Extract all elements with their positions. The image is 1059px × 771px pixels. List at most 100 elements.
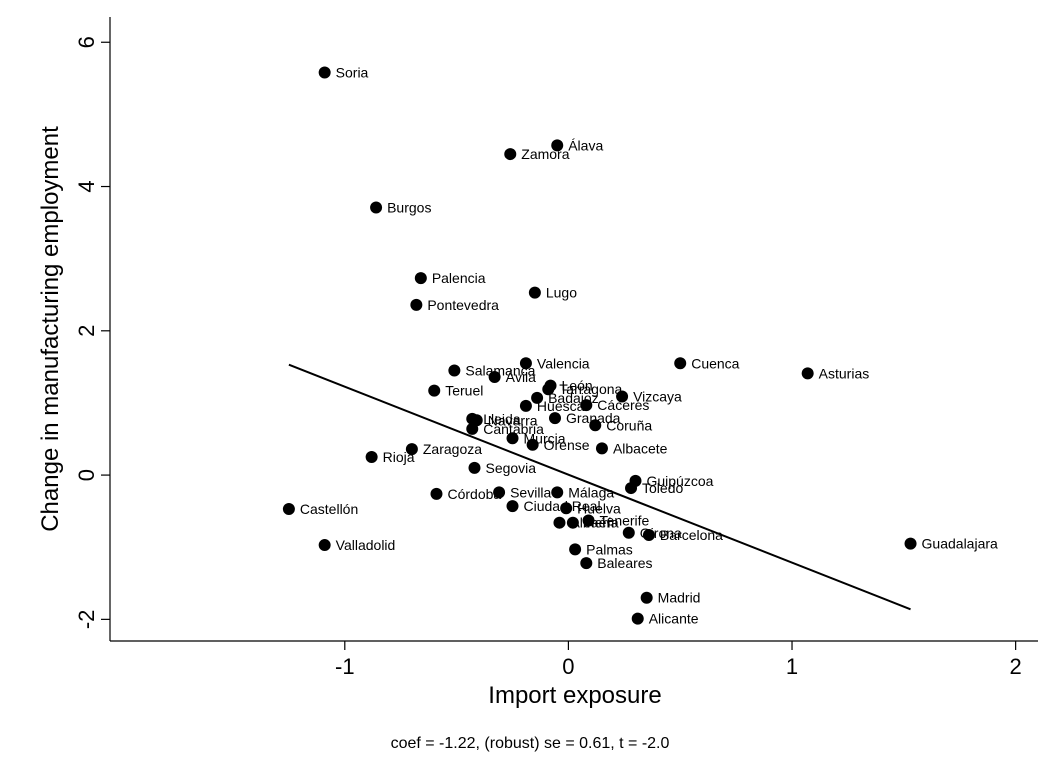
data-point <box>506 432 519 445</box>
point-label: Salamanca <box>465 362 535 378</box>
y-tick-label: -2 <box>74 610 99 630</box>
data-point <box>674 357 687 370</box>
point-label: Málaga <box>568 484 614 500</box>
x-tick-label: 1 <box>786 654 798 679</box>
data-point <box>468 461 481 474</box>
y-tick-label: 4 <box>74 180 99 192</box>
data-point <box>548 412 561 425</box>
point-label: Soria <box>336 65 369 81</box>
point-label: León <box>562 378 593 394</box>
data-point <box>569 543 582 556</box>
y-tick-label: 6 <box>74 36 99 48</box>
point-label: Palencia <box>432 270 486 286</box>
point-label: Almería <box>570 515 618 531</box>
point-label: Huelva <box>577 500 621 516</box>
point-label: Sevilla <box>510 484 551 500</box>
point-label: Valencia <box>537 355 590 371</box>
data-point <box>616 390 629 403</box>
data-point <box>642 528 655 541</box>
point-label: Teruel <box>445 383 483 399</box>
data-point <box>560 502 573 515</box>
regression-note: coef = -1.22, (robust) se = 0.61, t = -2… <box>391 735 670 752</box>
point-label: Castellón <box>300 501 358 517</box>
data-point <box>466 422 479 435</box>
x-axis-ticks: -1 0 1 2 <box>335 641 1022 679</box>
y-tick-label: 2 <box>74 325 99 337</box>
data-point <box>553 516 566 529</box>
data-point <box>519 399 532 412</box>
point-label: Granada <box>566 410 621 426</box>
data-point <box>410 298 423 311</box>
data-point <box>631 612 644 625</box>
data-point <box>414 272 427 285</box>
point-label: Albacete <box>613 440 668 456</box>
data-point <box>282 502 295 515</box>
data-point <box>801 367 814 380</box>
data-point <box>365 451 378 464</box>
data-point <box>493 486 506 499</box>
fit-line-layer <box>288 363 911 611</box>
data-point <box>589 419 602 432</box>
point-label: Guipúzcoa <box>646 473 713 489</box>
data-point <box>318 66 331 79</box>
data-point <box>566 516 579 529</box>
point-label: Barcelona <box>660 527 723 543</box>
point-label: Pontevedra <box>427 297 499 313</box>
y-axis-ticks: -2 0 2 4 6 <box>74 36 110 629</box>
point-label: Tarragona <box>559 381 622 397</box>
data-point <box>428 384 441 397</box>
data-point <box>528 286 541 299</box>
point-label: Navarra <box>488 412 538 428</box>
fit-line <box>288 363 911 611</box>
data-point <box>318 539 331 552</box>
point-label: Vizcaya <box>633 388 682 404</box>
data-point <box>595 442 608 455</box>
point-label: Huesca <box>537 398 585 414</box>
data-point <box>531 391 544 404</box>
point-label: Asturias <box>819 365 870 381</box>
x-axis-title: Import exposure <box>488 682 661 709</box>
point-label: Tenerife <box>600 513 650 529</box>
point-label: Ávila <box>506 369 537 385</box>
data-point <box>904 537 917 550</box>
x-tick-label: 2 <box>1010 654 1022 679</box>
point-label: Córdoba <box>447 486 501 502</box>
point-label: Cuenca <box>691 355 739 371</box>
point-label: Valladolid <box>336 537 396 553</box>
data-point <box>430 487 443 500</box>
data-point <box>448 364 461 377</box>
x-tick-label: 0 <box>562 654 574 679</box>
data-point <box>542 383 555 396</box>
data-point <box>405 443 418 456</box>
point-label: Coruña <box>606 417 652 433</box>
data-point <box>580 557 593 570</box>
data-point <box>551 139 564 152</box>
point-label: Zamora <box>521 146 569 162</box>
point-label: Segovia <box>485 460 536 476</box>
point-label: Baleares <box>597 555 652 571</box>
data-point <box>551 486 564 499</box>
point-label: Burgos <box>387 199 431 215</box>
point-label: Zaragoza <box>423 441 482 457</box>
point-label: Cantabria <box>483 421 544 437</box>
data-point <box>519 357 532 370</box>
data-point <box>622 526 635 539</box>
data-point <box>580 399 593 412</box>
point-label: Lugo <box>546 285 577 301</box>
data-point <box>488 370 501 383</box>
point-label: Toledo <box>642 480 683 496</box>
data-point <box>640 591 653 604</box>
point-label: Jaén <box>584 515 614 531</box>
y-tick-label: 0 <box>74 469 99 481</box>
point-label: Madrid <box>658 590 701 606</box>
point-label: Guadalajara <box>922 536 998 552</box>
point-label: Palmas <box>586 541 633 557</box>
point-label: Lleida <box>483 411 521 427</box>
point-label: Cáceres <box>597 397 649 413</box>
data-point <box>526 438 539 451</box>
point-label: Orense <box>544 437 590 453</box>
y-axis-title: Change in manufacturing employment <box>37 126 64 532</box>
